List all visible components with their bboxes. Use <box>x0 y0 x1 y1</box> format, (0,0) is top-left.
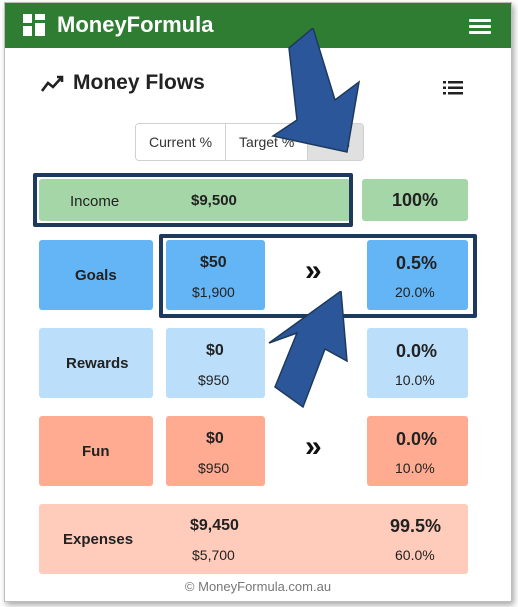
toggle-current-pct[interactable]: Current % <box>136 124 227 160</box>
goals-label: Goals <box>75 267 117 284</box>
grid-logo-icon <box>23 14 45 36</box>
goals-target-amount: $1,900 <box>192 284 235 300</box>
goals-current-amount: $50 <box>200 254 227 271</box>
income-pct-cell <box>362 179 468 221</box>
income-amount: $9,500 <box>191 192 237 209</box>
goals-pct-cell <box>367 240 468 310</box>
expenses-current-pct: 99.5% <box>390 516 442 536</box>
income-pct: 100% <box>392 190 439 210</box>
expenses-target-pct: 60.0% <box>395 547 435 563</box>
fun-current-amount: $0 <box>206 430 224 447</box>
annotation-arrow-up-icon <box>268 291 348 409</box>
page-header: Money Flows <box>41 71 205 95</box>
app-title: MoneyFormula <box>57 12 214 37</box>
fun-label-cell[interactable] <box>39 416 153 486</box>
expenses-target-amount: $5,700 <box>192 547 235 563</box>
goals-current-pct: 0.5% <box>396 253 438 273</box>
fun-target-pct: 10.0% <box>395 460 435 476</box>
rewards-target-amount: $950 <box>198 372 230 388</box>
rewards-target-pct: 10.0% <box>395 372 435 388</box>
expenses-label: Expenses <box>63 531 134 548</box>
rewards-current-amount: $0 <box>206 342 224 359</box>
fun-flow-arrow: » <box>305 430 322 463</box>
trending-icon <box>41 75 64 92</box>
income-row <box>39 179 350 221</box>
list-view-icon[interactable] <box>443 81 463 95</box>
rewards-label-cell[interactable] <box>39 328 153 398</box>
fun-pct-cell <box>367 416 468 486</box>
income-highlight-box <box>33 173 353 227</box>
top-app-bar: MoneyFormula <box>5 3 511 48</box>
fun-amount-cell <box>166 416 265 486</box>
goals-amount-cell <box>166 240 265 310</box>
fun-label: Fun <box>82 443 110 460</box>
page-title: Money Flows <box>73 71 205 94</box>
rewards-current-pct: 0.0% <box>396 341 438 361</box>
annotation-arrow-down-icon <box>271 28 361 153</box>
expenses-current-amount: $9,450 <box>190 517 239 534</box>
fun-target-amount: $950 <box>198 460 230 476</box>
income-label: Income <box>70 193 120 210</box>
app-frame: MoneyFormula Money Flows Current % Targe… <box>4 2 512 602</box>
footer-copyright: © MoneyFormula.com.au <box>184 579 332 594</box>
rewards-pct-cell <box>367 328 468 398</box>
goals-label-cell[interactable] <box>39 240 153 310</box>
expenses-row[interactable] <box>39 504 468 574</box>
rewards-label: Rewards <box>66 355 129 372</box>
goals-target-pct: 20.0% <box>395 284 435 300</box>
hamburger-menu-icon[interactable] <box>469 19 491 34</box>
rewards-amount-cell <box>166 328 265 398</box>
fun-current-pct: 0.0% <box>396 429 438 449</box>
